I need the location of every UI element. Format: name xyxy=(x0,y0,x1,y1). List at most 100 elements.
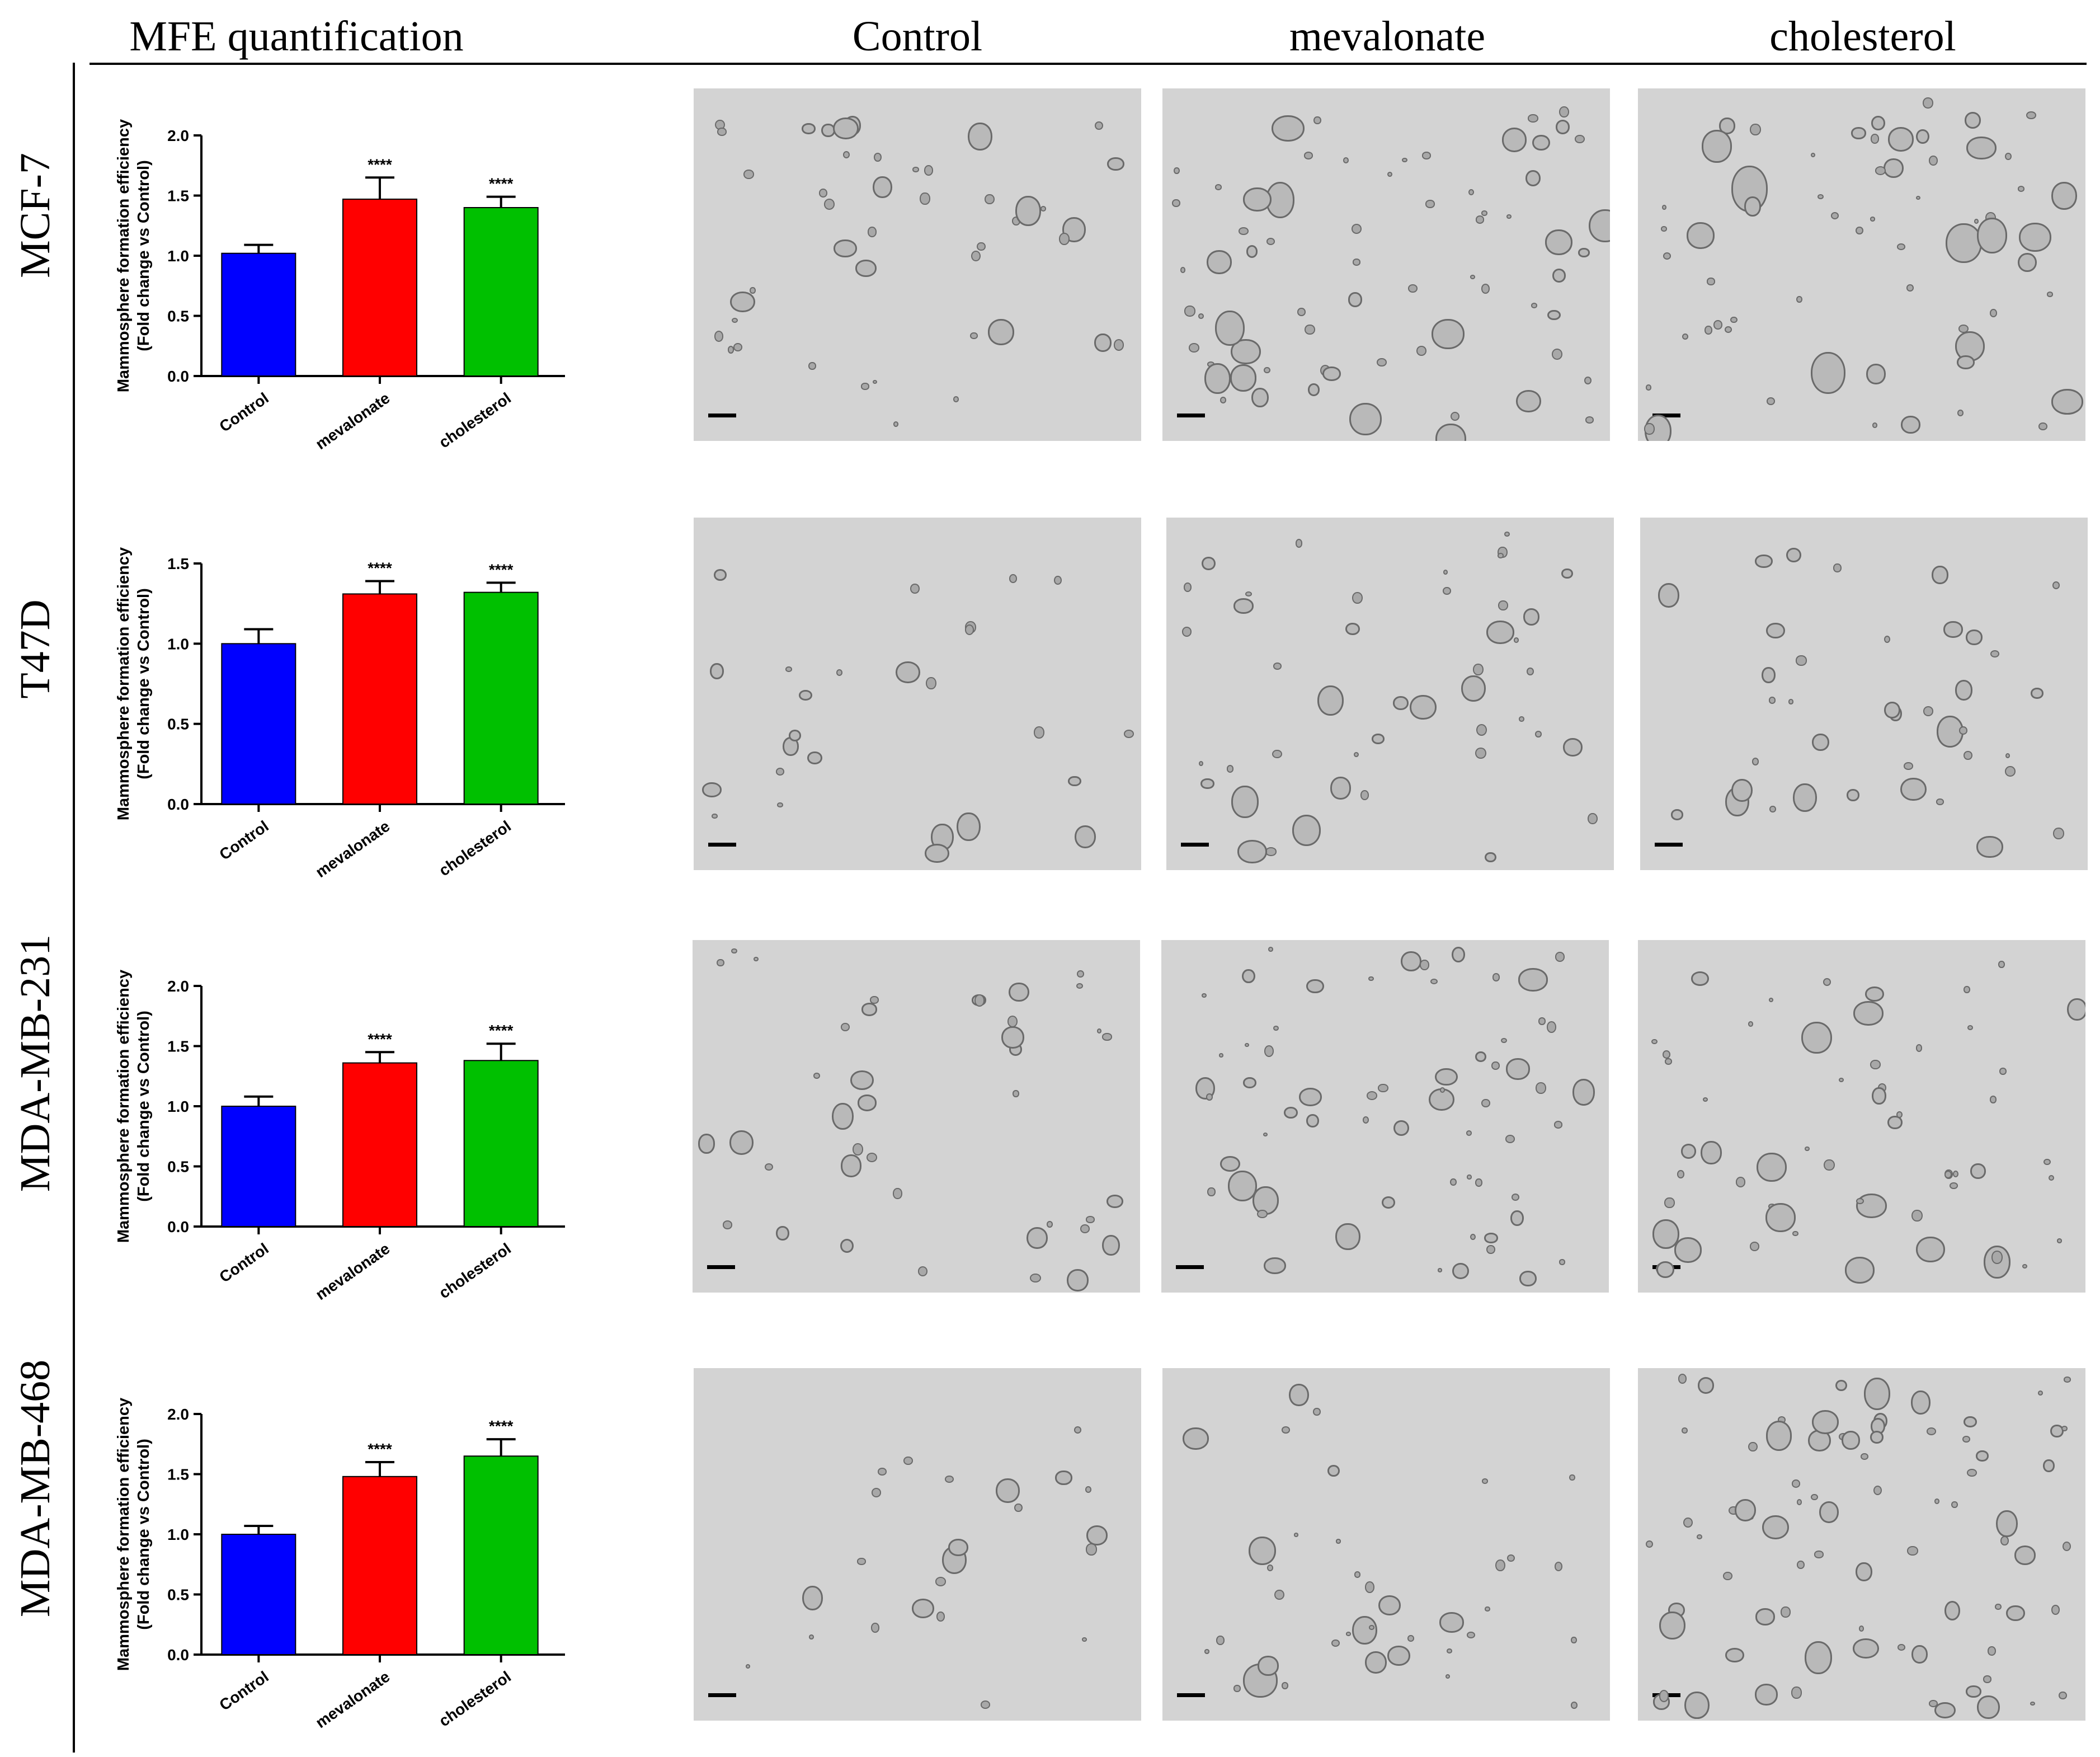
y-axis-label-line: Mammosphere formation efficiency xyxy=(115,1398,133,1671)
cell-cluster xyxy=(1561,569,1574,579)
cell-cluster xyxy=(1435,1068,1458,1086)
bar-mevalonate xyxy=(342,198,417,377)
y-axis-label: Mammosphere formation efficiency (Fold ch… xyxy=(115,119,153,392)
cell-cluster xyxy=(1518,968,1548,992)
cell-cluster xyxy=(1701,1140,1722,1164)
cell-cluster xyxy=(1467,1175,1472,1180)
x-tick-label-cholesterol: cholesterol xyxy=(436,1668,514,1730)
cell-cluster xyxy=(970,332,978,339)
cell-cluster xyxy=(841,1154,862,1177)
cell-cluster xyxy=(872,380,878,384)
cell-cluster xyxy=(1475,747,1486,759)
cell-cluster xyxy=(712,813,718,819)
cell-cluster xyxy=(1498,600,1508,611)
cell-cluster xyxy=(1322,366,1341,381)
cell-cluster xyxy=(1989,1096,1997,1103)
cell-cluster xyxy=(842,151,850,159)
cell-cluster xyxy=(1864,986,1885,1002)
y-axis-label-line: Mammosphere formation efficiency xyxy=(115,119,133,392)
cell-cluster xyxy=(1915,196,1920,200)
cell-cluster xyxy=(1796,655,1807,666)
cell-cluster xyxy=(1518,716,1524,722)
cell-cluster xyxy=(1897,1644,1906,1651)
cell-cluster xyxy=(1485,1606,1490,1612)
row-label-t47d: T47D xyxy=(12,599,59,699)
cell-cluster xyxy=(1330,777,1351,800)
cell-cluster xyxy=(853,1143,864,1155)
cell-cluster xyxy=(1216,1636,1225,1645)
cell-cluster xyxy=(1432,318,1465,350)
cell-cluster xyxy=(1331,1639,1340,1647)
cell-cluster xyxy=(1470,275,1476,279)
cell-cluster xyxy=(861,383,869,390)
micrograph-t47d-mevalonate xyxy=(1166,518,1614,870)
cell-cluster xyxy=(1345,623,1360,636)
cell-cluster xyxy=(1658,582,1680,608)
cell-cluster xyxy=(1215,310,1245,346)
cell-cluster xyxy=(808,1634,814,1639)
y-axis-label-line: (Fold change vs Control) xyxy=(135,588,153,779)
cell-cluster xyxy=(1651,1039,1658,1045)
y-tick-label: 2.0 xyxy=(167,1406,189,1423)
cell-cluster xyxy=(1907,1545,1918,1556)
cell-cluster xyxy=(1870,217,1876,222)
cell-cluster xyxy=(1376,358,1387,367)
cell-cluster xyxy=(1257,1656,1279,1676)
cell-cluster xyxy=(1055,1471,1072,1485)
cell-cluster xyxy=(1987,1646,1996,1656)
cell-cluster xyxy=(1683,1517,1693,1528)
cell-cluster xyxy=(873,176,892,199)
cell-cluster xyxy=(893,1188,902,1199)
cell-cluster xyxy=(1814,1551,1824,1558)
cell-cluster xyxy=(2051,1604,2060,1615)
cell-cluster xyxy=(1430,978,1438,985)
cell-cluster xyxy=(1306,979,1324,994)
cell-cluster xyxy=(1345,1632,1351,1636)
cell-cluster xyxy=(1976,835,2003,858)
cell-cluster xyxy=(2037,1390,2044,1396)
cell-cluster xyxy=(1911,1390,1931,1415)
cell-cluster xyxy=(1562,738,1583,757)
cell-cluster xyxy=(1371,733,1385,744)
cell-cluster xyxy=(1439,1612,1465,1633)
cell-cluster xyxy=(717,959,724,967)
cell-cluster xyxy=(1352,259,1361,266)
cell-cluster xyxy=(1748,1021,1753,1027)
y-tick-label: 1.5 xyxy=(167,1038,189,1055)
cell-cluster xyxy=(1571,1637,1577,1644)
cell-cluster xyxy=(1511,1193,1520,1201)
cell-cluster xyxy=(995,1478,1020,1504)
cell-cluster xyxy=(1871,115,1886,131)
cell-cluster xyxy=(1532,134,1551,151)
cell-cluster xyxy=(785,666,792,673)
cell-cluster xyxy=(1569,1474,1575,1481)
cell-cluster xyxy=(1281,1426,1290,1434)
y-tick-label: 2.0 xyxy=(167,127,189,144)
cell-cluster xyxy=(1439,1087,1445,1093)
row-label-mda-mb-468: MDA-MB-468 xyxy=(12,1359,59,1618)
cell-cluster xyxy=(1646,384,1651,391)
cell-cluster xyxy=(1506,1554,1515,1562)
cell-cluster xyxy=(1360,790,1369,801)
cell-cluster xyxy=(1033,726,1044,739)
cell-cluster xyxy=(1884,158,1904,178)
y-axis-label: Mammosphere formation efficiency (Fold ch… xyxy=(115,1398,153,1671)
cell-cluster xyxy=(1957,355,1975,369)
cell-cluster xyxy=(1102,1234,1120,1256)
significance-label: **** xyxy=(489,561,514,578)
cell-cluster xyxy=(924,165,933,176)
cell-cluster xyxy=(743,169,754,179)
cell-cluster xyxy=(1856,1194,1887,1219)
row-label-rule xyxy=(73,63,75,1753)
cell-cluster xyxy=(2047,292,2054,297)
cell-cluster xyxy=(1936,798,1944,805)
cell-cluster xyxy=(1769,806,1776,813)
cell-cluster xyxy=(1734,1498,1756,1521)
y-tick-label: 0.5 xyxy=(167,308,189,325)
cell-cluster xyxy=(1998,960,2005,968)
cell-cluster xyxy=(1731,778,1753,802)
cell-cluster xyxy=(1297,307,1306,316)
cell-cluster xyxy=(1846,788,1859,801)
cell-cluster xyxy=(802,1585,823,1610)
cell-cluster xyxy=(2067,998,2085,1021)
